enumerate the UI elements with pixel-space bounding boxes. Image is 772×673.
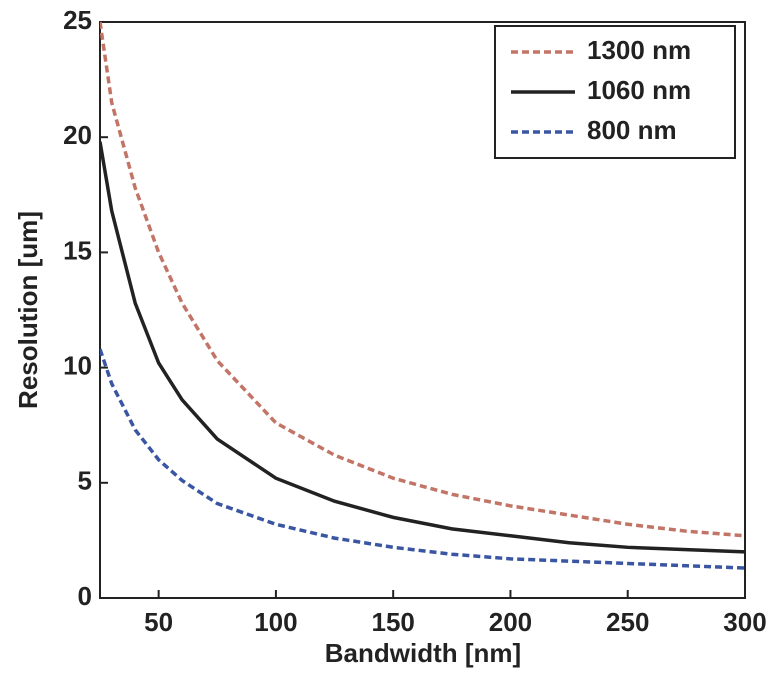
legend-label: 1060 nm (587, 75, 691, 105)
line-series (100, 348, 745, 570)
y-axis-label: Resolution [um] (13, 211, 43, 409)
line-series (100, 22, 745, 538)
x-tick-label: 300 (723, 607, 766, 637)
legend-label: 800 nm (587, 115, 677, 145)
y-tick-label: 10 (63, 350, 92, 380)
y-tick-label: 20 (63, 120, 92, 150)
legend-label: 1300 nm (587, 35, 691, 65)
y-tick-label: 5 (78, 466, 92, 496)
x-tick-label: 250 (606, 607, 649, 637)
y-tick-label: 15 (63, 235, 92, 265)
x-tick-label: 200 (489, 607, 532, 637)
line-series (100, 141, 745, 554)
x-tick-label: 50 (144, 607, 173, 637)
plot-frame (99, 21, 746, 599)
x-tick-label: 100 (254, 607, 297, 637)
plot-area (100, 22, 745, 570)
y-tick-label: 0 (78, 581, 92, 611)
x-tick-label: 150 (371, 607, 414, 637)
y-tick-label: 25 (63, 5, 92, 35)
x-axis-label: Bandwidth [nm] (325, 638, 521, 668)
